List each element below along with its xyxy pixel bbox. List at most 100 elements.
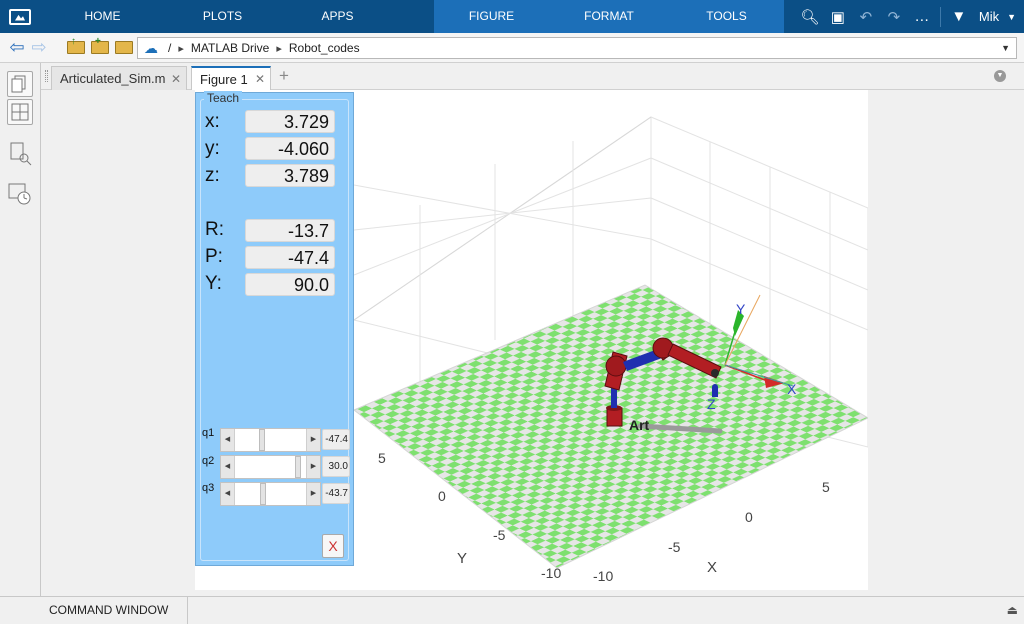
undo-icon[interactable]: ↶ [859,8,873,26]
slider-thumb[interactable] [295,456,301,478]
close-icon[interactable]: ✕ [170,71,181,86]
drag-handle[interactable] [45,70,48,82]
teach-panel-title: Teach [204,91,243,105]
tab-figure[interactable]: FIGURE [468,9,515,23]
q2-label: q2 [202,455,215,467]
tab-format[interactable]: FORMAT [584,9,634,23]
up-folder-icon[interactable]: ↑ [64,36,88,59]
teach-panel: Teach x: 3.729 y: -4.060 z: 3.789 R: -13… [195,91,354,566]
z-value-field: 3.789 [245,164,335,187]
yaw-value-field: 90.0 [245,273,335,296]
y-tick-label: 0 [438,488,446,504]
tab-apps[interactable]: APPS [321,9,354,23]
back-arrow-icon[interactable]: ⇦ [9,37,25,57]
roll-label: R: [205,219,224,240]
breadcrumb-robot-codes[interactable]: Robot_codes [288,41,360,55]
slider-right-arrow-icon[interactable]: ▶ [306,483,320,505]
new-folder-icon[interactable]: + [88,36,112,59]
pitch-label: P: [205,246,223,267]
q1-value: -47.4 [322,429,350,450]
tab-articulated-sim[interactable]: Articulated_Sim.m ✕ [51,66,187,90]
address-bar: ⇦ ⇨ ↑ + ☁ / ▸ MATLAB Drive ▸ Robot_codes… [0,33,1024,63]
close-teach-button[interactable]: X [322,534,344,558]
command-window-bar: COMMAND WINDOW ⏏ [0,596,1024,624]
slider-left-arrow-icon[interactable]: ◀ [221,456,235,478]
slider-thumb[interactable] [259,429,265,451]
slider-left-arrow-icon[interactable]: ◀ [221,429,235,451]
tab-home[interactable]: HOME [84,9,121,23]
y-axis-label: Y [457,550,467,567]
tab-label: Articulated_Sim.m [60,71,166,86]
command-window-tab[interactable]: COMMAND WINDOW [41,597,188,624]
browse-folder-icon[interactable] [112,37,136,59]
files-panel-icon[interactable] [7,71,33,97]
tab-figure-1[interactable]: Figure 1 ✕ [191,66,271,90]
find-files-icon[interactable] [7,141,33,167]
add-tab-icon[interactable]: + [279,66,289,85]
x-tick-label: -10 [593,568,613,584]
toolbar-divider [939,6,941,27]
robot-3d-plot[interactable]: Y X Z Art 5 0 -5 -10 -10 -5 0 5 Y X [195,90,868,590]
redo-icon[interactable]: ↷ [887,8,901,26]
breadcrumb-matlab-drive[interactable]: MATLAB Drive [190,41,270,55]
q2-slider[interactable]: ◀ ▶ [220,455,321,479]
y-value-field: -4.060 [245,137,335,160]
frame-label-x: X [787,381,797,397]
tab-plots[interactable]: PLOTS [202,9,243,23]
path-root[interactable]: / [168,41,172,55]
quick-access-toolbar: 🔍︎ ▣ ↶ ↷ … ▼ Mik ▼ [796,0,1024,33]
frame-label-z: Z [707,396,716,412]
x-label: x: [205,111,220,132]
teach-panel-frame [200,99,349,561]
x-axis-label: X [707,559,717,576]
q3-value: -43.7 [322,483,350,504]
q3-slider[interactable]: ◀ ▶ [220,482,321,506]
close-icon[interactable]: ✕ [254,72,265,86]
forward-arrow-icon[interactable]: ⇨ [31,37,47,57]
path-field[interactable]: ☁ / ▸ MATLAB Drive ▸ Robot_codes ▼ [137,37,1017,59]
path-dropdown-icon[interactable]: ▼ [1001,43,1010,53]
tab-tools[interactable]: TOOLS [706,9,747,23]
z-label: z: [205,165,220,186]
slider-left-arrow-icon[interactable]: ◀ [221,483,235,505]
help-dropdown-icon[interactable]: ▼ [951,8,967,25]
y-tick-label: -5 [493,527,506,543]
cloud-drive-icon: ☁ [144,40,158,56]
q2-value: 30.0 [322,456,350,477]
chevron-right-icon: ▸ [276,42,282,55]
side-toolbar [0,63,41,596]
x-tick-label: 5 [822,479,830,495]
robot-name-label: Art [629,417,650,433]
search-icon[interactable]: 🔍︎ [800,8,820,26]
slider-right-arrow-icon[interactable]: ▶ [306,429,320,451]
robot-shadow [637,423,723,434]
frame-label-y: Y [736,301,746,317]
tabs-menu-icon[interactable]: ▼ [994,70,1006,82]
matlab-logo-icon[interactable] [0,0,40,33]
q1-label: q1 [202,427,215,439]
chevron-down-icon[interactable]: ▼ [1007,11,1016,22]
x-tick-label: 0 [745,509,753,525]
pitch-value-field: -47.4 [245,246,335,269]
q1-slider[interactable]: ◀ ▶ [220,428,321,452]
tool-frame-axes [724,294,794,388]
user-name[interactable]: Mik [978,9,1000,24]
command-history-icon[interactable] [7,181,33,207]
robot-arm [604,337,722,427]
tab-label: Figure 1 [200,71,248,87]
figure-tab-group: FIGURE FORMAT TOOLS [434,0,784,33]
layout-grid-icon[interactable] [7,99,33,125]
chevron-right-icon: ▸ [178,42,184,55]
q3-label: q3 [202,482,215,494]
slider-right-arrow-icon[interactable]: ▶ [306,456,320,478]
more-options-icon[interactable]: … [914,8,930,25]
slider-thumb[interactable] [260,483,266,505]
x-value-field: 3.729 [245,110,335,133]
save-icon[interactable]: ▣ [830,8,845,26]
expand-panel-icon[interactable]: ⏏ [1006,603,1018,617]
roll-value-field: -13.7 [245,219,335,242]
y-tick-label: 5 [378,450,386,466]
y-tick-label: -10 [541,565,561,581]
ribbon-bar: HOME PLOTS APPS FIGURE FORMAT TOOLS 🔍︎ ▣… [0,0,1024,33]
y-label: y: [205,138,220,159]
